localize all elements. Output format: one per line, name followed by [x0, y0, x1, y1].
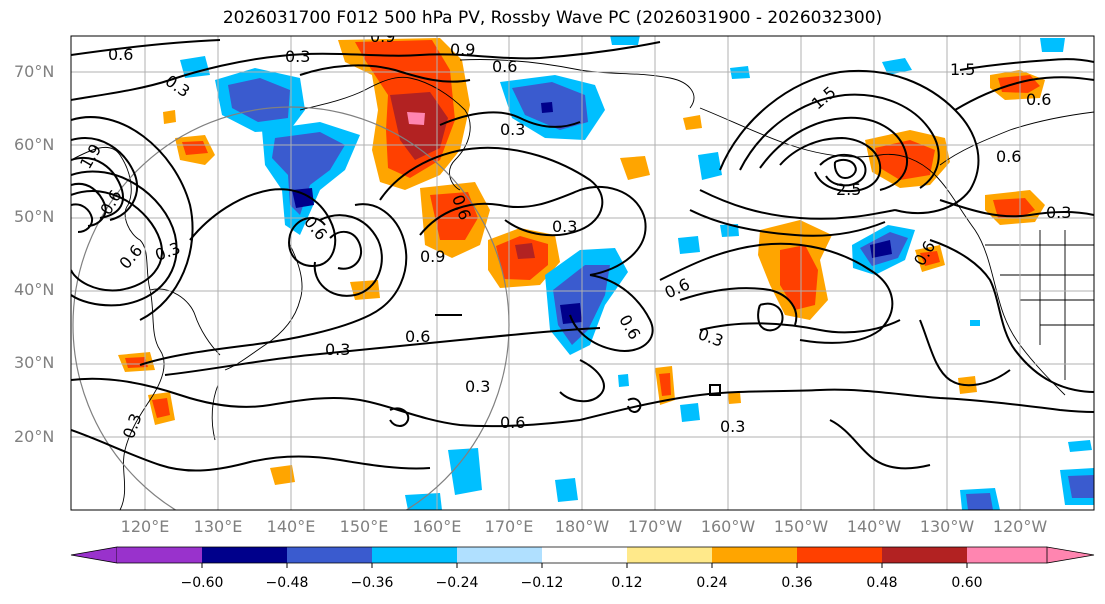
contour-label: 1.5: [950, 60, 975, 79]
lat-label-30n: 30°N: [14, 353, 55, 372]
contour-label: 0.3: [325, 340, 350, 359]
contour-label: 0.6: [405, 327, 430, 346]
contour-label: 0.9: [450, 40, 475, 59]
contour-label: 0.9: [420, 247, 445, 266]
contour-label: 0.3: [285, 47, 310, 66]
colorbar-tick-label: 0.60: [951, 575, 983, 591]
colorbar-tick-label: 0.48: [866, 575, 898, 591]
lon-label-130e: 130°E: [193, 517, 243, 536]
lat-label-40n: 40°N: [14, 280, 55, 299]
lat-label-60n: 60°N: [14, 135, 55, 154]
colorbar-tick-label: −0.48: [265, 575, 309, 591]
contour-label: 0.9: [370, 27, 395, 46]
colorbar-tick-label: −0.24: [435, 575, 479, 591]
lon-label-150w: 150°W: [773, 517, 829, 536]
map-frame: [70, 35, 1095, 511]
lon-label-130w: 130°W: [919, 517, 975, 536]
lon-label-160e: 160°E: [412, 517, 462, 536]
lat-label-70n: 70°N: [14, 62, 55, 81]
lon-label-140w: 140°W: [846, 517, 902, 536]
contour-label: 0.3: [720, 417, 745, 436]
contour-label: 0.6: [1026, 90, 1051, 109]
contour-label: 0.3: [500, 120, 525, 139]
lon-label-180w: 180°W: [554, 517, 610, 536]
colorbar-tick-label: 0.36: [781, 575, 813, 591]
colorbar-tick-label: −0.12: [520, 575, 564, 591]
colorbar-tick-label: −0.36: [350, 575, 394, 591]
map-plot-area: 0.6 0.3 0.9 0.6 0.3 1.5 1.5 0.6 0.3 2.5 …: [71, 27, 1094, 510]
lon-label-140e: 140°E: [266, 517, 316, 536]
pv-contours: [71, 39, 1094, 472]
lon-label-170w: 170°W: [627, 517, 683, 536]
map-title: 2026031700 F012 500 hPa PV, Rossby Wave …: [222, 8, 883, 28]
contour-label: 0.6: [500, 413, 525, 432]
contour-label: 0.6: [492, 57, 517, 76]
colorbar-extend-low: [70, 546, 118, 564]
contour-label: 2.5: [836, 180, 861, 199]
contour-label: 0.3: [465, 377, 490, 396]
colorbar-tick-label: 0.12: [611, 575, 643, 591]
contour-label: 0.6: [996, 147, 1021, 166]
lon-label-120w: 120°W: [992, 517, 1048, 536]
colorbar-extend-high: [1046, 546, 1095, 564]
colorbar-tick-label: 0.24: [696, 575, 728, 591]
colorbar: [70, 546, 1095, 568]
lon-label-150e: 150°E: [339, 517, 389, 536]
reference-circle: [72, 106, 510, 510]
graticule: [71, 36, 1094, 510]
contour-label: 0.3: [1046, 203, 1071, 222]
contour-label: 0.6: [108, 45, 133, 64]
colorbar-tick-label: −0.60: [180, 575, 224, 591]
lat-label-20n: 20°N: [14, 427, 55, 446]
lon-label-170e: 170°E: [484, 517, 534, 536]
lat-label-50n: 50°N: [14, 207, 55, 226]
lon-label-120e: 120°E: [120, 517, 170, 536]
lon-label-160w: 160°W: [700, 517, 756, 536]
contour-label: 0.3: [552, 217, 577, 236]
